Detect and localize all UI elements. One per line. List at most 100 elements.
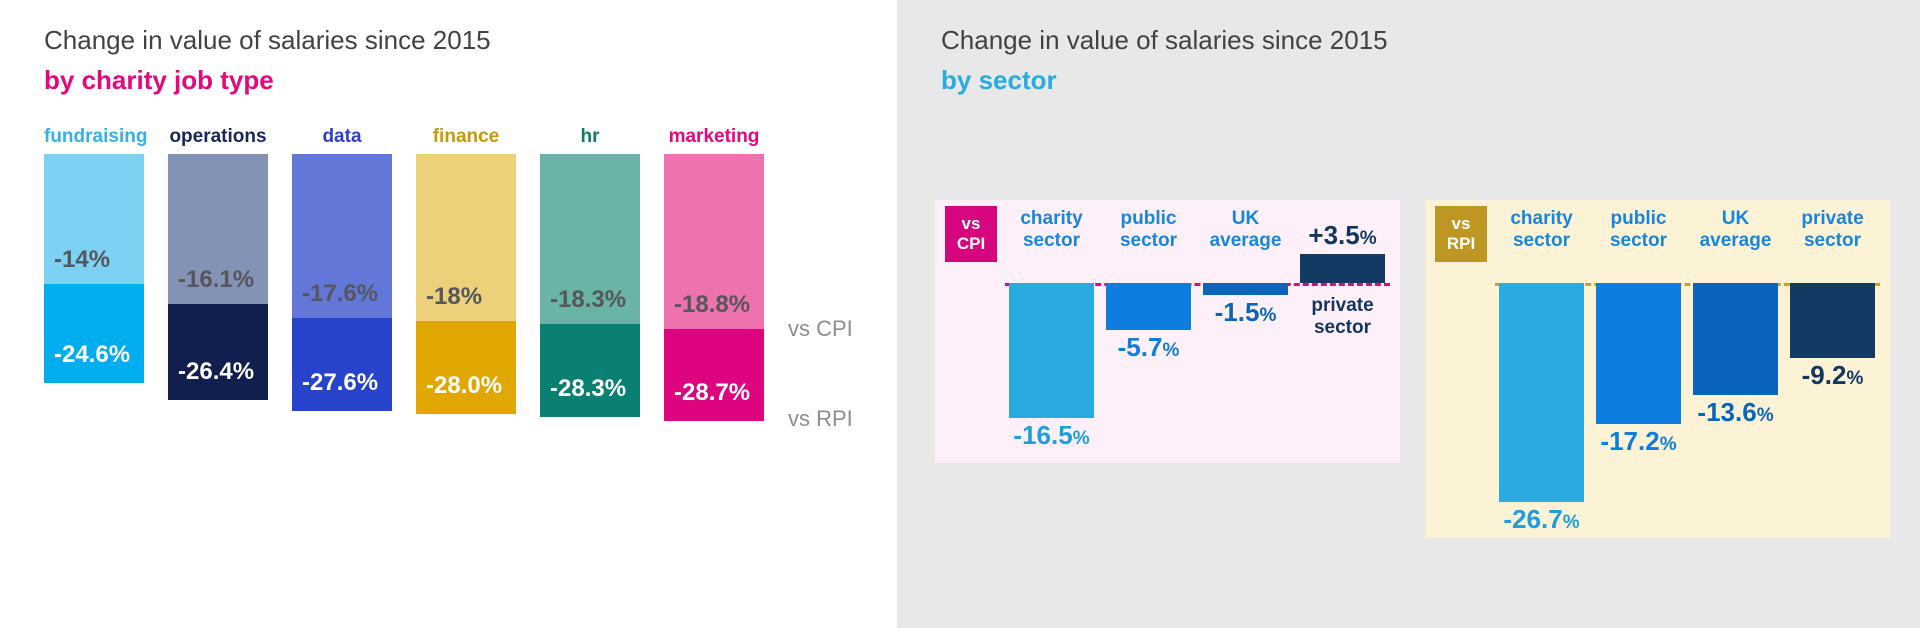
job-bar: -18.3% -28.3% (540, 154, 640, 417)
job-label: marketing (668, 126, 760, 147)
job-label: fundraising (44, 126, 148, 147)
rpi-value-label: -27.6% (302, 369, 379, 396)
sector-bar (1300, 254, 1385, 283)
sector-column-public: public sector -17.2% (1590, 200, 1687, 538)
cpi-value-label: -18.8% (674, 291, 751, 318)
rpi-value-label: -24.6% (54, 341, 131, 368)
job-label: data (322, 126, 362, 147)
job-label: operations (169, 126, 267, 147)
sector-label-line1: public (1610, 208, 1667, 229)
right-chart-subtitle: by sector (941, 65, 1057, 95)
sector-label-line1: public (1120, 208, 1177, 229)
badge-line1: vs (1451, 214, 1471, 233)
sector-label: charity sector (1003, 208, 1100, 252)
job-type-bars: fundraising -14% -24.6% operations -16.1… (44, 124, 897, 421)
job-bar: -18% -28.0% (416, 154, 516, 414)
zero-baseline-dashed (1005, 283, 1390, 286)
vs-cpi-badge: vs CPI (945, 206, 997, 262)
zero-baseline-dashed (1495, 283, 1880, 286)
vs-cpi-panel: vs CPI charity sector -16.5% public sect… (935, 200, 1400, 463)
sector-label: public sector (1100, 208, 1197, 252)
job-bar: -17.6% -27.6% (292, 154, 392, 411)
rpi-bar-segment: -27.6% (292, 318, 392, 411)
sector-label-line1: UK (1721, 208, 1750, 229)
job-column-finance: finance -18% -28.0% (416, 124, 516, 421)
cpi-bar-segment: -16.1% (168, 154, 268, 304)
sector-label-line1: charity (1020, 208, 1083, 229)
sector-column-uk-average: UK average -13.6% (1687, 200, 1784, 538)
cpi-bar-segment: -17.6% (292, 154, 392, 318)
sector-value-label: +3.5% (1308, 220, 1377, 250)
sector-label-line1: charity (1510, 208, 1573, 229)
sector-label-line1: UK (1231, 208, 1260, 229)
sector-column-charity: charity sector -26.7% (1493, 200, 1590, 538)
job-column-fundraising: fundraising -14% -24.6% (44, 124, 148, 421)
sector-label-line2: sector (1512, 230, 1571, 251)
job-bar: -14% -24.6% (44, 154, 144, 383)
rpi-bar-segment: -24.6% (44, 284, 144, 383)
badge-line2: RPI (1446, 234, 1476, 253)
sector-label: UK average (1687, 208, 1784, 252)
job-column-data: data -17.6% -27.6% (292, 124, 392, 421)
rpi-value-label: -28.0% (426, 372, 503, 399)
job-column-hr: hr -18.3% -28.3% (540, 124, 640, 421)
sector-bar (1596, 283, 1681, 424)
cpi-value-label: -18.3% (550, 286, 627, 313)
right-chart-title: Change in value of salaries since 2015 (941, 25, 1388, 55)
badge-line2: CPI (956, 234, 986, 253)
cpi-value-label: -14% (54, 246, 111, 273)
job-label: hr (580, 126, 600, 147)
sector-column-public: public sector -5.7% (1100, 200, 1197, 463)
cpi-value-label: -17.6% (302, 280, 379, 307)
rpi-bar-segment: -28.7% (664, 329, 764, 421)
sector-value-label: -5.7% (1117, 332, 1180, 362)
sector-label-line2: average (1699, 230, 1772, 251)
sector-bar (1790, 283, 1875, 358)
job-column-operations: operations -16.1% -26.4% (168, 124, 268, 421)
rpi-bar-segment: -26.4% (168, 304, 268, 400)
sector-value-label: -1.5% (1214, 297, 1277, 327)
sector-value-label: -13.6% (1697, 397, 1774, 427)
rpi-value-label: -28.3% (550, 375, 627, 402)
vs-cpi-axis-label: vs CPI (788, 316, 853, 341)
sector-label: public sector (1590, 208, 1687, 252)
sector-value-label: -26.7% (1503, 504, 1580, 534)
sector-label-line2: sector (1609, 230, 1668, 251)
badge-line1: vs (961, 214, 981, 233)
rpi-value-label: -26.4% (178, 358, 255, 385)
sector-label-line2: sector (1313, 317, 1372, 338)
sector-bar (1499, 283, 1584, 502)
sector-label-line2: sector (1119, 230, 1178, 251)
left-chart-subtitle: by charity job type (44, 65, 274, 95)
cpi-value-label: -18% (426, 283, 483, 310)
rpi-value-label: -28.7% (674, 379, 751, 406)
sector-label-line1: private (1801, 208, 1864, 229)
job-column-marketing: marketing -18.8% -28.7% (664, 124, 764, 421)
sector-label-line1: private (1311, 295, 1374, 316)
sector-bar (1693, 283, 1778, 395)
vs-rpi-axis-label: vs RPI (788, 406, 853, 431)
job-label: finance (432, 126, 500, 147)
job-bar: -16.1% -26.4% (168, 154, 268, 400)
sector-label-line2: sector (1803, 230, 1862, 251)
cpi-bar-segment: -18.8% (664, 154, 764, 329)
sector-column-private: private sector -9.2% (1784, 200, 1881, 538)
rpi-bar-segment: -28.3% (540, 324, 640, 417)
sector-label: UK average (1197, 208, 1294, 252)
job-bar: -18.8% -28.7% (664, 154, 764, 421)
sector-bar (1009, 283, 1094, 418)
charity-job-type-chart: Change in value of salaries since 2015 b… (0, 0, 897, 628)
cpi-bar-segment: -18.3% (540, 154, 640, 324)
rpi-bar-segment: -28.0% (416, 321, 516, 414)
cpi-bar-segment: -14% (44, 154, 144, 284)
sector-column-private: private sector +3.5% (1294, 200, 1391, 463)
sector-label: private sector (1784, 208, 1881, 252)
sector-label-line2: average (1209, 230, 1282, 251)
vs-rpi-badge: vs RPI (1435, 206, 1487, 262)
sector-column-charity: charity sector -16.5% (1003, 200, 1100, 463)
sector-value-label: -17.2% (1600, 426, 1677, 456)
sector-label: private sector (1294, 295, 1391, 339)
sector-value-label: -9.2% (1801, 360, 1864, 390)
cpi-bar-segment: -18% (416, 154, 516, 321)
